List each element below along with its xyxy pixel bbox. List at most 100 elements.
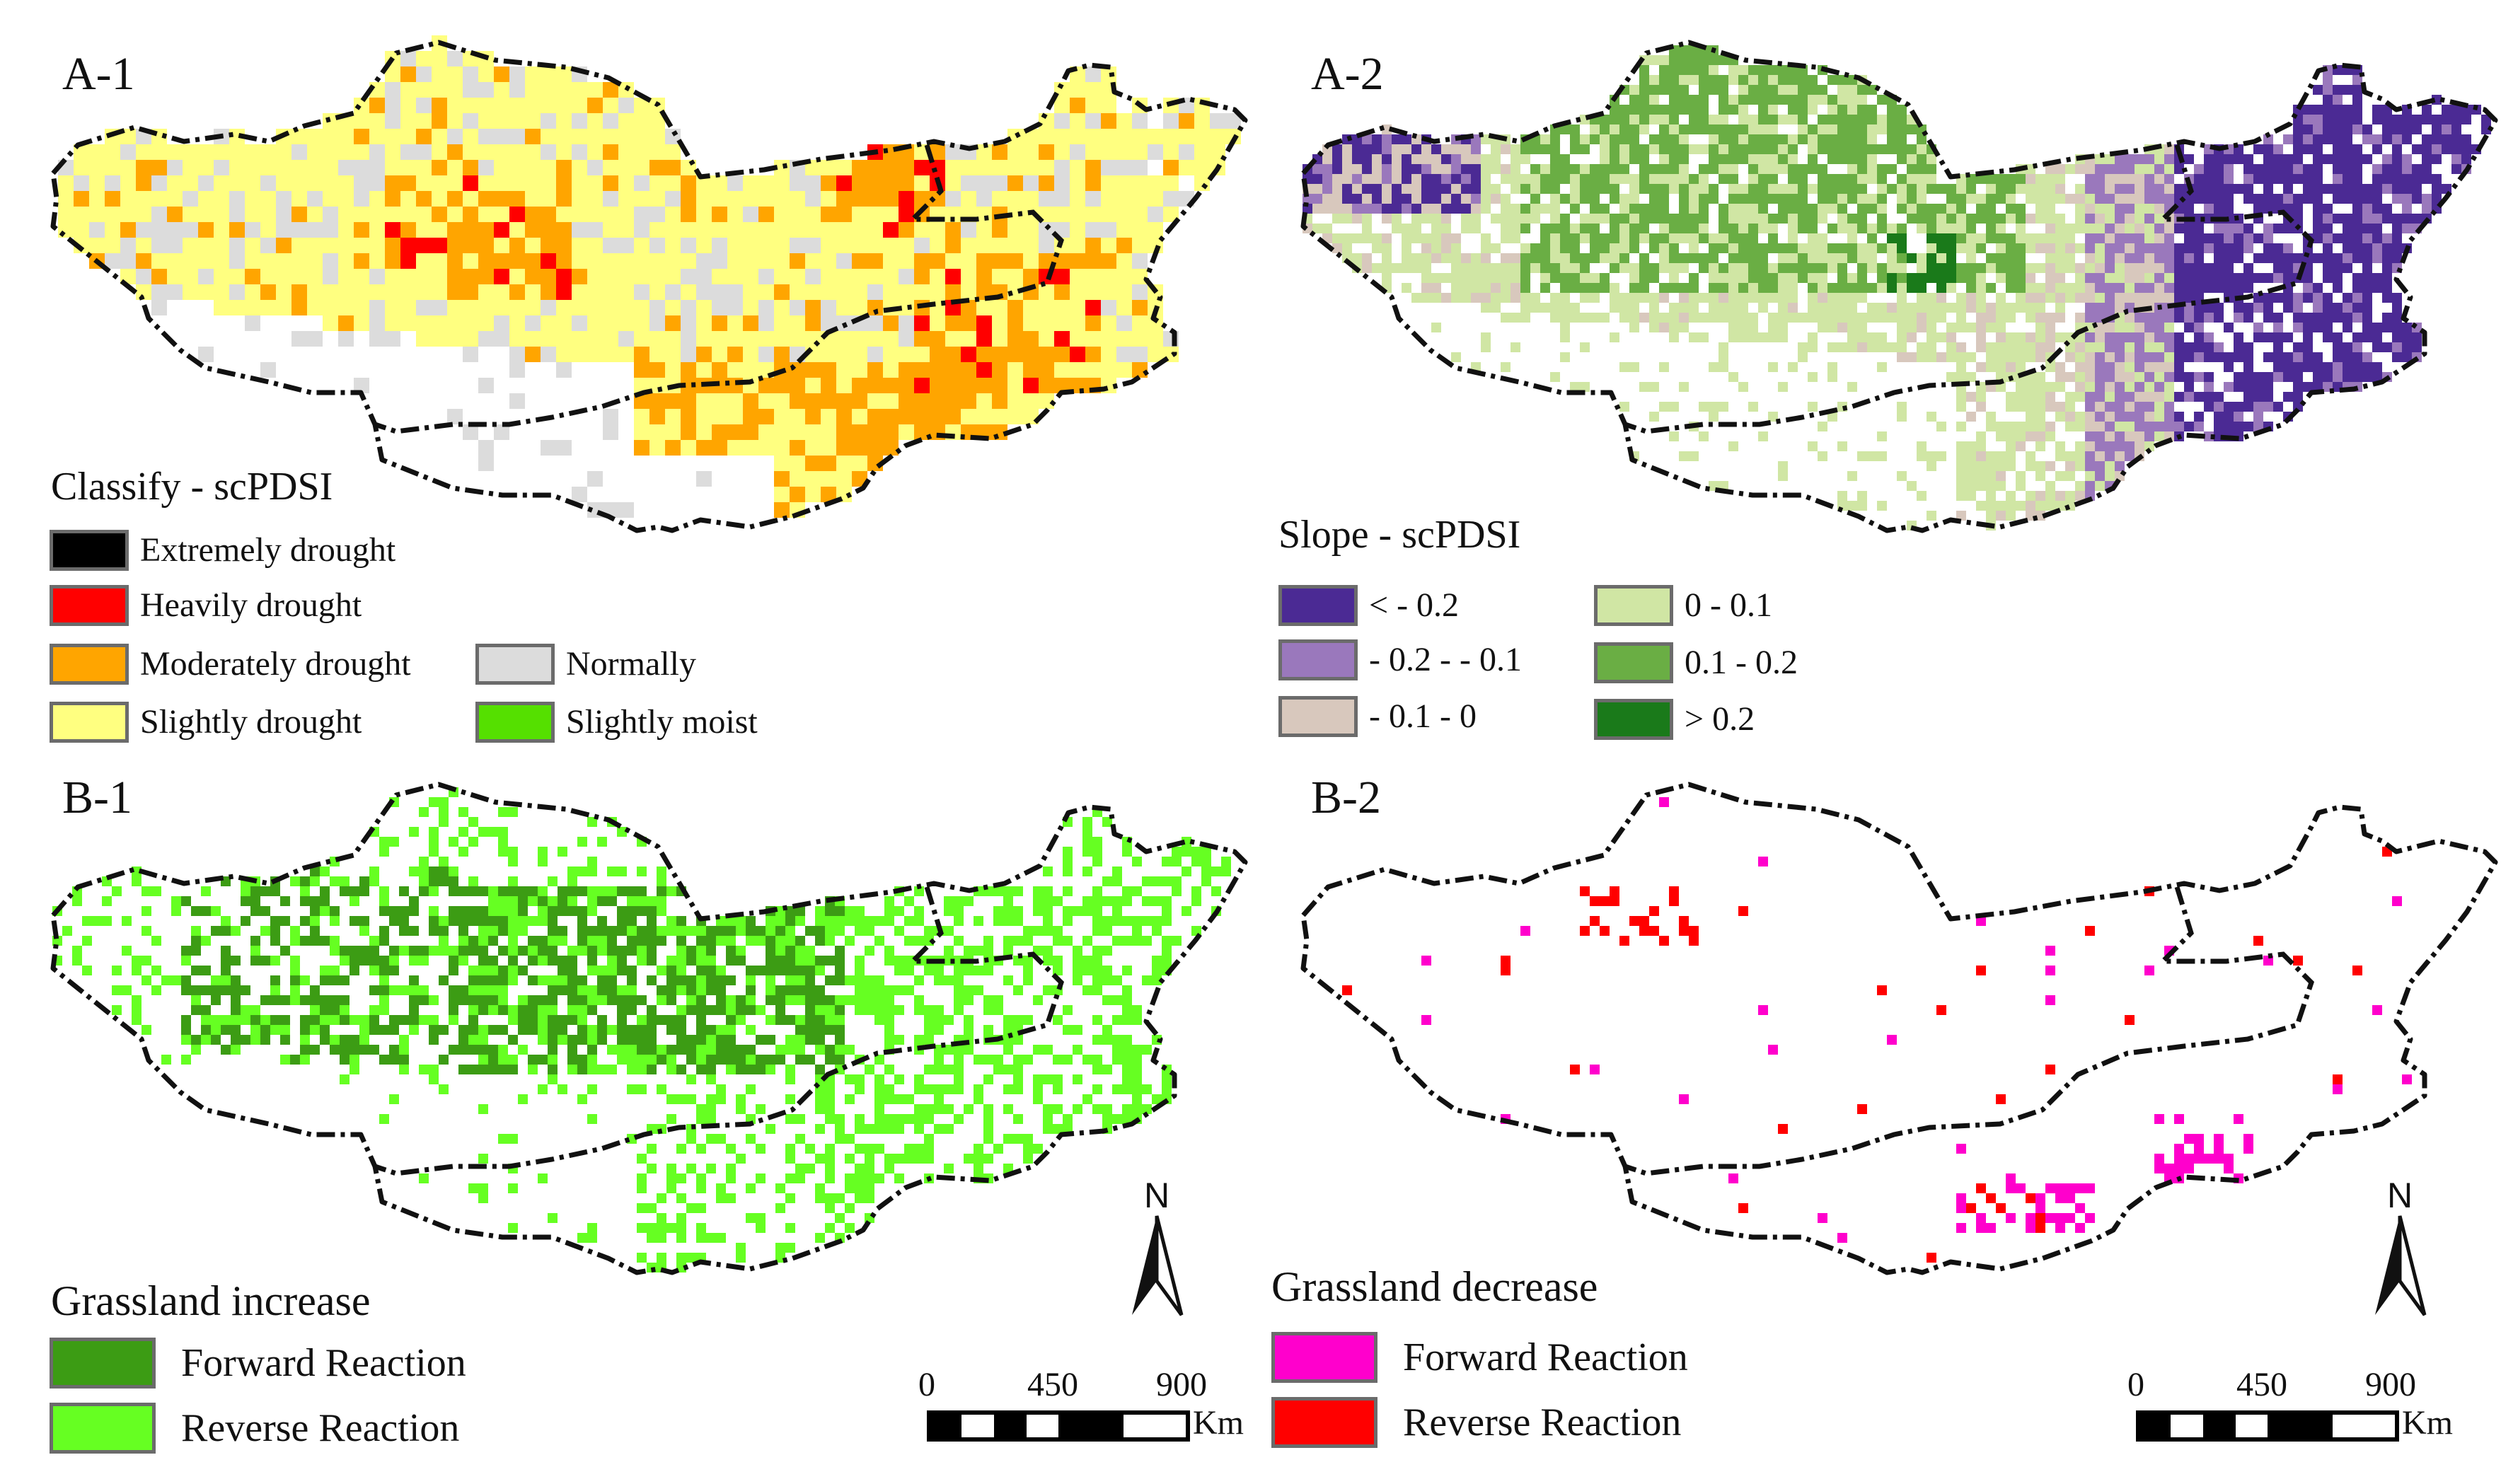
raster-cell bbox=[1481, 154, 1491, 164]
raster-cell bbox=[1431, 184, 1441, 194]
raster-cell bbox=[2075, 372, 2085, 382]
raster-cell bbox=[2184, 273, 2194, 283]
raster-cell bbox=[2253, 323, 2263, 332]
raster-cell bbox=[2273, 402, 2283, 412]
raster-cell bbox=[2382, 362, 2392, 372]
raster-cell bbox=[1699, 65, 1709, 75]
raster-cell bbox=[1877, 362, 1887, 372]
raster-cell bbox=[2343, 164, 2352, 174]
raster-cell bbox=[1758, 441, 1768, 451]
raster-cell bbox=[245, 207, 260, 222]
raster-cell bbox=[1471, 352, 1481, 362]
raster-cell bbox=[2243, 382, 2253, 392]
raster-cell bbox=[2204, 303, 2214, 313]
raster-cell bbox=[1818, 382, 1827, 392]
raster-cell bbox=[1070, 222, 1085, 238]
raster-cell bbox=[2035, 402, 2045, 412]
raster-cell bbox=[2006, 303, 2016, 313]
raster-cell bbox=[2055, 214, 2065, 224]
raster-cell bbox=[2095, 214, 2105, 224]
raster-cell bbox=[1451, 144, 1461, 154]
raster-cell bbox=[1956, 422, 1966, 431]
raster-cell bbox=[1639, 243, 1649, 253]
raster-cell bbox=[821, 160, 836, 175]
raster-cell bbox=[2333, 323, 2343, 332]
raster-cell bbox=[1699, 204, 1709, 214]
raster-cell bbox=[2095, 194, 2105, 204]
raster-cell bbox=[1857, 253, 1867, 263]
raster-cell bbox=[1511, 214, 1520, 224]
raster-cell bbox=[1451, 323, 1461, 332]
raster-cell bbox=[618, 98, 634, 113]
raster-cell bbox=[852, 207, 867, 222]
raster-cell bbox=[805, 269, 821, 284]
raster-cell bbox=[1778, 184, 1788, 194]
raster-cell bbox=[1897, 362, 1907, 372]
raster-cell bbox=[2224, 303, 2234, 313]
raster-cell bbox=[447, 144, 463, 160]
raster-cell bbox=[1788, 253, 1798, 263]
raster-cell bbox=[2075, 243, 2085, 253]
raster-cell bbox=[2253, 184, 2263, 194]
raster-cell bbox=[556, 191, 572, 207]
raster-cell bbox=[1719, 332, 1728, 342]
raster-cell bbox=[1689, 144, 1699, 154]
raster-cell bbox=[245, 222, 260, 238]
raster-cell bbox=[525, 66, 541, 82]
raster-cell bbox=[2263, 412, 2273, 422]
raster-cell bbox=[1441, 342, 1451, 352]
raster-cell bbox=[385, 191, 400, 207]
raster-cell bbox=[229, 144, 245, 160]
raster-cell bbox=[1600, 293, 1610, 303]
raster-cell bbox=[1956, 253, 1966, 263]
raster-cell bbox=[1530, 283, 1540, 293]
raster-cell bbox=[2392, 362, 2402, 372]
raster-cell bbox=[1699, 75, 1709, 85]
raster-cell bbox=[2382, 323, 2392, 332]
raster-cell bbox=[89, 207, 105, 222]
raster-cell bbox=[494, 238, 509, 253]
raster-cell bbox=[1540, 243, 1550, 253]
raster-cell bbox=[1689, 372, 1699, 382]
raster-cell bbox=[1007, 160, 1023, 175]
raster-cell bbox=[541, 113, 556, 129]
raster-cell bbox=[1382, 224, 1392, 233]
raster-cell bbox=[1070, 129, 1085, 144]
raster-cell bbox=[494, 284, 509, 300]
raster-cell bbox=[1768, 174, 1778, 184]
raster-cell bbox=[774, 456, 790, 471]
raster-cell bbox=[2204, 273, 2214, 283]
raster-cell bbox=[2293, 144, 2303, 154]
raster-cell bbox=[1054, 129, 1070, 144]
raster-cell bbox=[758, 393, 774, 409]
raster-cell bbox=[2065, 412, 2075, 422]
raster-cell bbox=[1877, 481, 1887, 491]
raster-cell bbox=[1818, 105, 1827, 115]
raster-cell bbox=[2451, 115, 2461, 124]
raster-cell bbox=[836, 269, 852, 284]
raster-cell bbox=[2164, 243, 2174, 253]
raster-cell bbox=[2006, 224, 2016, 233]
raster-cell bbox=[634, 440, 649, 456]
raster-cell bbox=[572, 175, 587, 191]
raster-cell bbox=[2382, 184, 2392, 194]
raster-cell bbox=[2343, 283, 2352, 293]
raster-cell bbox=[1857, 313, 1867, 323]
raster-cell bbox=[1927, 214, 1936, 224]
raster-cell bbox=[1837, 323, 1847, 332]
raster-cell bbox=[1778, 293, 1788, 303]
raster-cell bbox=[2016, 461, 2026, 471]
raster-cell bbox=[1039, 222, 1054, 238]
raster-cell bbox=[1461, 313, 1471, 323]
raster-cell bbox=[976, 253, 992, 269]
raster-cell bbox=[1649, 65, 1659, 75]
raster-cell bbox=[1699, 184, 1709, 194]
raster-cell bbox=[1927, 164, 1936, 174]
raster-cell bbox=[369, 222, 385, 238]
raster-cell bbox=[416, 315, 432, 331]
raster-cell bbox=[198, 160, 214, 175]
raster-cell bbox=[1085, 175, 1101, 191]
raster-cell bbox=[743, 222, 758, 238]
raster-cell bbox=[1372, 184, 1382, 194]
raster-cell bbox=[2402, 224, 2412, 233]
